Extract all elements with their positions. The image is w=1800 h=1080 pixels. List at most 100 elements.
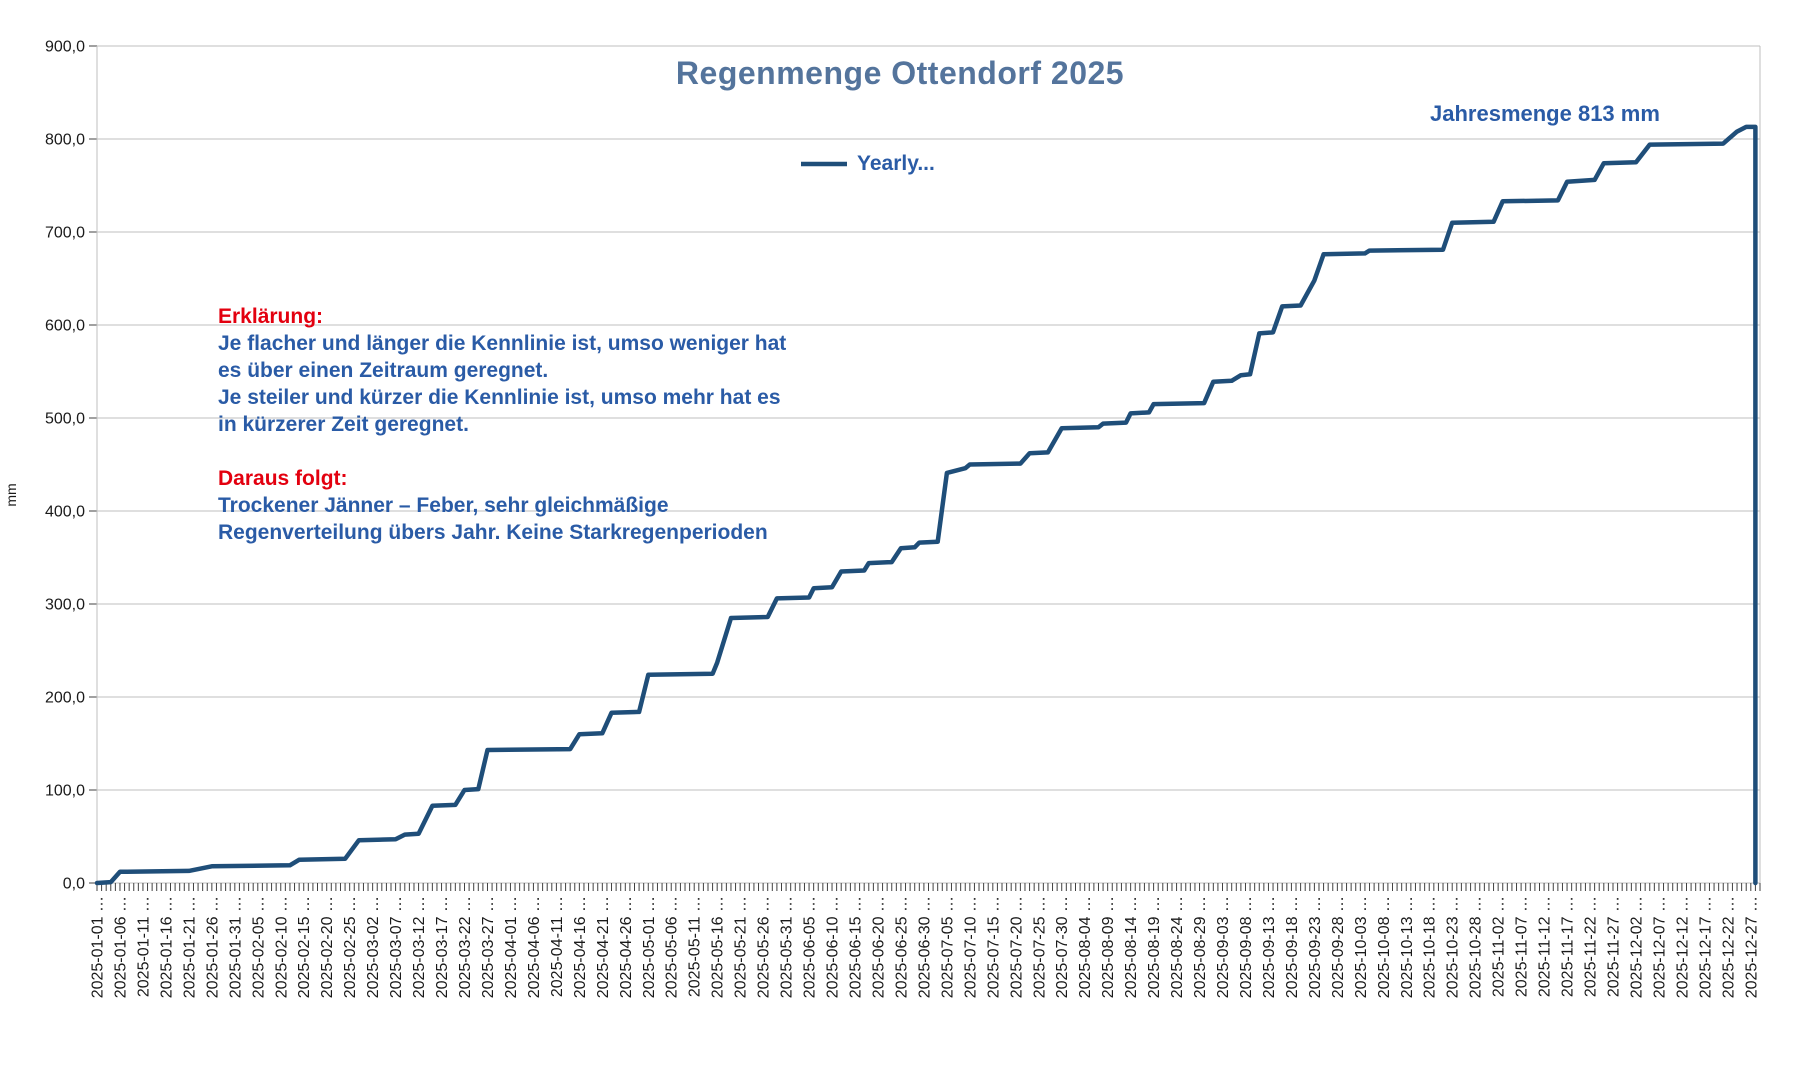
note-line: Je steiler und kürzer die Kennlinie ist,… xyxy=(218,386,781,409)
x-axis-tick-label: 2025-10-13 … xyxy=(1399,896,1416,998)
x-axis-tick-label: 2025-07-30 … xyxy=(1054,896,1071,998)
note-line: Regenverteilung übers Jahr. Keine Starkr… xyxy=(218,521,768,544)
x-axis-tick-label: 2025-07-20 … xyxy=(1008,896,1025,998)
y-axis-tick-label: 700,0 xyxy=(45,225,85,242)
x-axis-tick-label: 2025-10-08 … xyxy=(1376,896,1393,998)
x-axis-tick-label: 2025-11-27 … xyxy=(1605,896,1622,997)
x-axis-tick-label: 2025-01-06 … xyxy=(112,896,129,998)
x-axis-tick-label: 2025-10-03 … xyxy=(1353,896,1370,998)
x-axis-tick-label: 2025-04-21 … xyxy=(595,896,612,998)
x-axis-tick-label: 2025-04-26 … xyxy=(618,896,635,998)
y-axis-tick-label: 100,0 xyxy=(45,783,85,800)
note-line: Trockener Jänner – Feber, sehr gleichmäß… xyxy=(218,494,669,517)
x-axis-tick-label: 2025-12-17 … xyxy=(1697,896,1714,998)
x-axis-tick-label: 2025-03-12 … xyxy=(411,896,428,998)
x-axis-tick-label: 2025-09-28 … xyxy=(1330,896,1347,998)
annual-total-label: Jahresmenge 813 mm xyxy=(1430,101,1660,126)
x-axis-tick-label: 2025-06-30 … xyxy=(916,896,933,998)
legend-label: Yearly... xyxy=(857,152,935,175)
x-axis-tick-label: 2025-07-25 … xyxy=(1031,896,1048,998)
x-axis-tick-label: 2025-11-07 … xyxy=(1514,896,1531,997)
legend-line-swatch xyxy=(801,161,847,167)
x-axis-tick-label: 2025-09-23 … xyxy=(1307,896,1324,998)
x-axis-tick-label: 2025-12-02 … xyxy=(1628,896,1645,998)
x-axis-tick-label: 2025-05-21 … xyxy=(733,896,750,998)
x-axis-tick-label: 2025-04-11 … xyxy=(549,896,566,997)
x-axis-tick-label: 2025-03-07 … xyxy=(388,896,405,998)
x-axis-tick-label: 2025-11-17 … xyxy=(1560,896,1577,997)
x-axis-tick-label: 2025-01-31 … xyxy=(227,896,244,998)
x-axis-tick-label: 2025-03-17 … xyxy=(434,896,451,998)
x-axis-tick-label: 2025-03-02 … xyxy=(365,896,382,998)
x-axis-tick-label: 2025-01-21 … xyxy=(181,896,198,998)
x-axis-tick-label: 2025-12-12 … xyxy=(1674,896,1691,998)
x-axis-tick-label: 2025-09-18 … xyxy=(1284,896,1301,998)
y-axis-tick-label: 600,0 xyxy=(45,318,85,335)
x-axis-tick-label: 2025-08-24 … xyxy=(1169,896,1186,998)
x-axis-tick-label: 2025-06-15 … xyxy=(847,896,864,998)
x-axis-tick-label: 2025-12-27 … xyxy=(1743,896,1760,998)
x-axis-tick-label: 2025-06-25 … xyxy=(893,896,910,998)
y-axis-tick-label: 500,0 xyxy=(45,411,85,428)
x-axis-tick-label: 2025-12-07 … xyxy=(1651,896,1668,998)
x-axis-tick-label: 2025-11-02 … xyxy=(1491,896,1508,997)
x-axis-tick-label: 2025-02-05 … xyxy=(250,896,267,998)
x-axis-tick-label: 2025-05-31 … xyxy=(779,896,796,998)
x-axis-tick-label: 2025-01-11 … xyxy=(135,896,152,997)
x-axis-tick-label: 2025-05-16 … xyxy=(710,896,727,998)
note-line: in kürzerer Zeit geregnet. xyxy=(218,413,469,436)
x-axis-tick-label: 2025-06-20 … xyxy=(870,896,887,998)
y-axis-tick-label: 400,0 xyxy=(45,504,85,521)
x-axis-tick-label: 2025-09-08 … xyxy=(1238,896,1255,998)
x-axis-tick-label: 2025-01-16 … xyxy=(158,896,175,998)
x-axis-tick-label: 2025-05-26 … xyxy=(756,896,773,998)
x-axis-tick-label: 2025-07-15 … xyxy=(985,896,1002,998)
note-line: Je flacher und länger die Kennlinie ist,… xyxy=(218,332,787,355)
chart-title: Regenmenge Ottendorf 2025 xyxy=(675,55,1125,91)
x-axis-tick-label: 2025-09-13 … xyxy=(1261,896,1278,998)
x-axis-tick-label: 2025-08-14 … xyxy=(1123,896,1140,998)
legend: Yearly... xyxy=(800,152,935,176)
x-axis-tick-label: 2025-04-16 … xyxy=(572,896,589,998)
x-axis-tick-label: 2025-05-01 … xyxy=(641,896,658,998)
x-axis-tick-label: 2025-04-01 … xyxy=(503,896,520,998)
x-axis-tick-label: 2025-01-01 … xyxy=(90,896,107,998)
rain-cumulative-line xyxy=(94,124,1758,886)
x-axis-tick-label: 2025-09-03 … xyxy=(1215,896,1232,998)
x-axis-tick-label: 2025-03-27 … xyxy=(480,896,497,998)
note-line: es über einen Zeitraum geregnet. xyxy=(218,359,549,382)
x-axis-tick-label: 2025-05-06 … xyxy=(664,896,681,998)
y-axis-tick-label: 0,0 xyxy=(63,876,85,893)
x-axis-tick-label: 2025-07-10 … xyxy=(962,896,979,998)
x-axis-tick-label: 2025-02-25 … xyxy=(342,896,359,998)
x-axis-tick-label: 2025-12-22 … xyxy=(1720,896,1737,998)
x-axis-tick-label: 2025-02-10 … xyxy=(273,896,290,998)
x-axis-tick-label: 2025-03-22 … xyxy=(457,896,474,998)
y-axis-tick-label: 300,0 xyxy=(45,597,85,614)
y-axis-unit-label: mm xyxy=(3,483,19,507)
x-axis-tick-label: 2025-08-19 … xyxy=(1146,896,1163,998)
y-axis-tick-label: 200,0 xyxy=(45,690,85,707)
x-axis-tick-label: 2025-08-04 … xyxy=(1077,896,1094,998)
x-axis-tick-label: 2025-02-15 … xyxy=(296,896,313,998)
x-axis-tick-label: 2025-08-09 … xyxy=(1100,896,1117,998)
x-axis-tick-label: 2025-08-29 … xyxy=(1192,896,1209,998)
x-axis-tick-label: 2025-10-23 … xyxy=(1445,896,1462,998)
x-axis-tick-label: 2025-05-11 … xyxy=(687,896,704,997)
explanation-note: Erklärung: Je flacher und länger die Ken… xyxy=(218,303,786,546)
x-axis-tick-label: 2025-06-10 … xyxy=(825,896,842,998)
y-axis-tick-label: 800,0 xyxy=(45,132,85,149)
x-axis-tick-label: 2025-04-06 … xyxy=(526,896,543,998)
note-heading-erklaerung: Erklärung: xyxy=(218,305,324,328)
x-axis-tick-label: 2025-02-20 … xyxy=(319,896,336,998)
x-axis-tick-label: 2025-01-26 … xyxy=(204,896,221,998)
note-heading-daraus-folgt: Daraus folgt: xyxy=(218,467,348,490)
x-axis-tick-label: 2025-10-18 … xyxy=(1422,896,1439,998)
x-axis-tick-label: 2025-10-28 … xyxy=(1468,896,1485,998)
x-axis-tick-label: 2025-06-05 … xyxy=(802,896,819,998)
x-axis-tick-label: 2025-07-05 … xyxy=(939,896,956,998)
x-axis-tick-label: 2025-11-22 … xyxy=(1583,896,1600,997)
x-axis-tick-label: 2025-11-12 … xyxy=(1537,896,1554,997)
